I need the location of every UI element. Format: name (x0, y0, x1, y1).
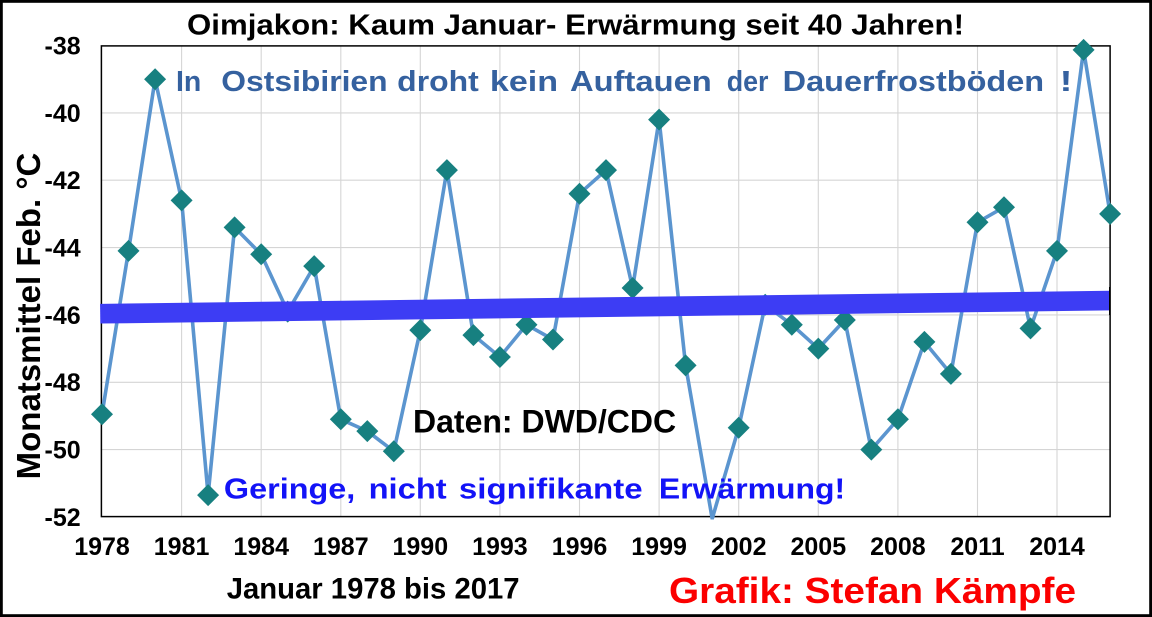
svg-text:1987: 1987 (313, 533, 369, 561)
svg-text:Januar 1978 bis 2017: Januar 1978 bis 2017 (227, 572, 520, 605)
svg-text:2002: 2002 (711, 533, 767, 561)
svg-text:2008: 2008 (870, 533, 926, 561)
svg-text:Grafik: Stefan Kämpfe: Grafik: Stefan Kämpfe (669, 570, 1076, 611)
svg-text:-46: -46 (45, 302, 81, 330)
svg-text:2014: 2014 (1029, 533, 1085, 561)
svg-text:1981: 1981 (154, 533, 210, 561)
svg-text:-48: -48 (45, 369, 81, 397)
svg-text:2011: 2011 (950, 533, 1004, 561)
svg-text:1996: 1996 (552, 533, 608, 561)
svg-text:Monatsmittel Feb. °C: Monatsmittel Feb. °C (10, 153, 47, 480)
svg-text:1984: 1984 (233, 533, 289, 561)
svg-text:-42: -42 (45, 167, 81, 195)
svg-text:Oimjakon: Kaum Januar- Erwärmu: Oimjakon: Kaum Januar- Erwärmung seit 40… (187, 9, 964, 41)
svg-text:-44: -44 (45, 235, 81, 263)
svg-text:Daten: DWD/CDC: Daten: DWD/CDC (413, 404, 676, 440)
svg-text:-38: -38 (45, 32, 81, 60)
svg-text:1999: 1999 (631, 533, 687, 561)
svg-text:-40: -40 (45, 100, 81, 128)
svg-text:2005: 2005 (790, 533, 846, 561)
svg-text:1978: 1978 (74, 533, 130, 561)
svg-text:1993: 1993 (472, 533, 528, 561)
svg-text:-52: -52 (45, 504, 81, 532)
svg-text:1990: 1990 (392, 533, 448, 561)
svg-text:-50: -50 (45, 437, 81, 465)
